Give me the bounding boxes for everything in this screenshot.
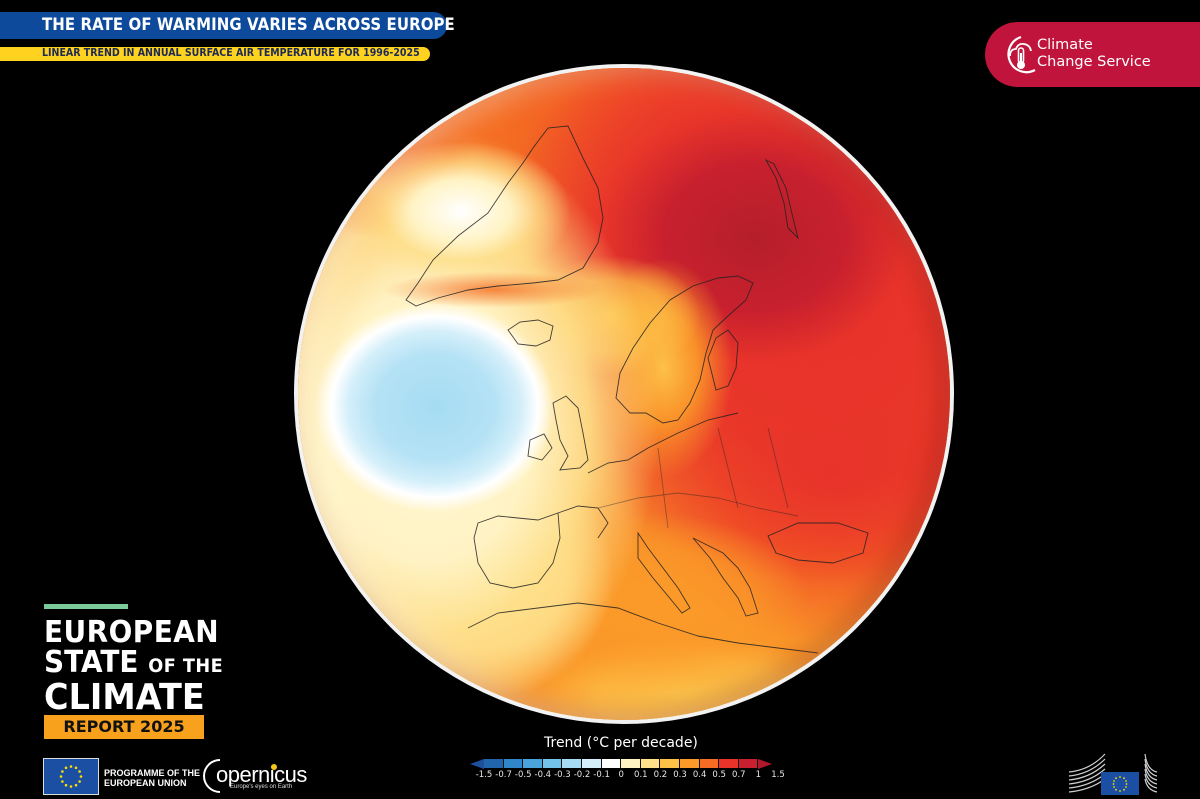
colorbar-tick-label: 1: [755, 770, 762, 780]
colorbar-tick-label: -0.1: [593, 770, 610, 780]
copernicus-logo: opernicus Europe's eyes on Earth: [200, 756, 310, 796]
page-subtitle: LINEAR TREND IN ANNUAL SURFACE AIR TEMPE…: [42, 47, 420, 59]
colorbar-tick-label: 1.5: [771, 770, 785, 780]
colorbar-ticks: -1.5 -0.7 -0.5 -0.4 -0.3 -0.2 -0.1 0 0.1 0.2 0.3 0.…: [0, 770, 1200, 782]
colorbar-segment: [621, 759, 641, 768]
colorbar-tick-label: -0.7: [495, 770, 512, 780]
colorbar-tick-label: 0.2: [653, 770, 668, 780]
european-commission-building-icon: [1068, 753, 1158, 795]
colorbar-tick-label: 0.7: [732, 770, 746, 780]
colorbar-segment: [719, 759, 739, 768]
cloud-thermometer-icon: [1007, 35, 1036, 74]
colorbar-segment: [542, 759, 563, 768]
title-banner: THE RATE OF WARMING VARIES ACROSS EUROPE: [0, 12, 455, 39]
colorbar-tick-label: 0.5: [712, 770, 726, 780]
colorbar-segment: [679, 759, 700, 768]
colorbar-tick-label: 0.4: [692, 770, 707, 780]
report-year-tag: REPORT 2025: [44, 715, 204, 739]
colorbar-extend-high-arrow: [758, 758, 773, 769]
colorbar: [470, 758, 773, 769]
colorbar-tick-label: -0.4: [534, 770, 552, 780]
colorbar-segment: [738, 759, 759, 768]
colorbar-segment: [640, 759, 661, 768]
coastlines: [405, 125, 869, 654]
subtitle-banner: LINEAR TREND IN ANNUAL SURFACE AIR TEMPE…: [0, 47, 430, 61]
copernicus-sun-dot-icon: [271, 764, 277, 770]
colorbar-extend-low-arrow: [470, 758, 484, 769]
colorbar-segment: [601, 759, 622, 768]
colorbar-segment: [581, 759, 602, 768]
colorbar-tick-label: 0.1: [634, 770, 648, 780]
badge-label: Climate Change Service: [1037, 37, 1151, 70]
accent-rule: [44, 604, 128, 609]
colorbar-tick-label: -1.5: [475, 770, 493, 780]
legend-title: Trend (°C per decade): [544, 735, 698, 751]
colorbar-segment: [523, 759, 543, 768]
report-wordmark: EUROPEAN STATE OF THE CLIMATE: [44, 604, 237, 716]
eu-programme-caption: PROGRAMME OF THE EUROPEAN UNION: [104, 768, 200, 788]
temperature-trend-map: [298, 68, 950, 720]
page-title: THE RATE OF WARMING VARIES ACROSS EUROPE: [42, 15, 455, 35]
colorbar-tick-label: 0: [618, 770, 624, 780]
colorbar-segment: [503, 759, 524, 768]
colorbar-segment: [484, 759, 504, 768]
colorbar-tick-label: -0.3: [554, 770, 571, 780]
colorbar-tick-label: -0.2: [573, 770, 591, 780]
eu-flag-icon: [43, 758, 99, 795]
globe-shading: [298, 68, 950, 720]
colorbar-segment: [660, 759, 680, 768]
colorbar-segment: [699, 759, 720, 768]
copernicus-arc-icon: [203, 759, 221, 793]
colorbar-tick-label: 0.3: [673, 770, 687, 780]
climate-change-service-badge: Climate Change Service: [985, 22, 1200, 87]
colorbar-tick-label: -0.5: [514, 770, 532, 780]
colorbar-segment: [562, 759, 582, 768]
